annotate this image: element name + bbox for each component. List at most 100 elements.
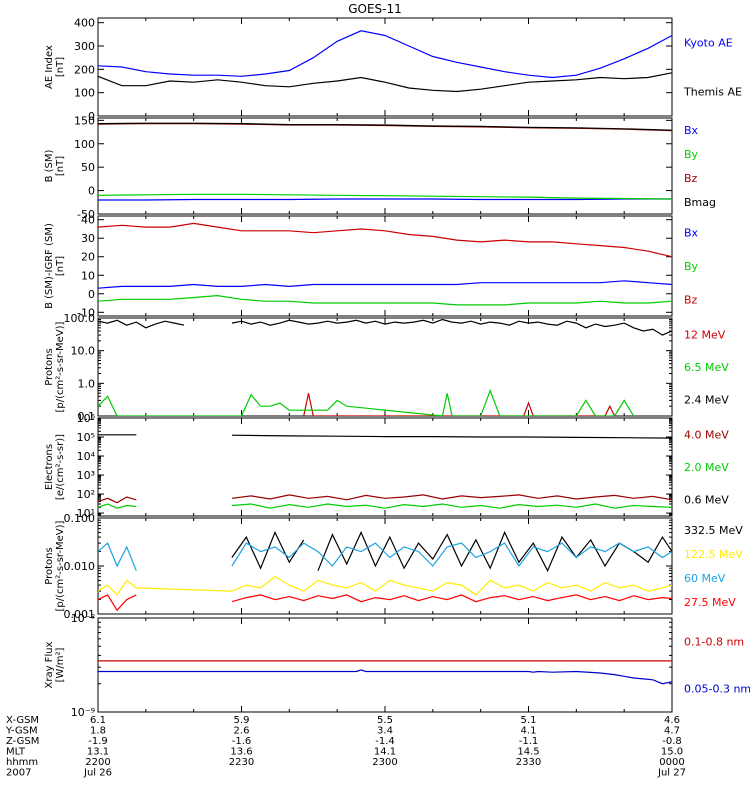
- footer-value: 13.1: [87, 747, 109, 758]
- series-line-27-5-mev: [98, 594, 672, 612]
- panel-frame: [97, 17, 673, 117]
- y-tick-label: 0: [88, 110, 95, 123]
- y-axis-label: [nT]: [55, 156, 66, 176]
- footer-coordinates: X-GSM 6.1 5.9 5.5 5.1 4.6 Y-GSM 1.8 2.6 3.4 4.1 4.7…: [5, 715, 686, 779]
- legend-label: Bx: [684, 227, 699, 240]
- series-line-332-5-mev: [231, 530, 672, 573]
- y-tick-label: 10: [81, 269, 95, 282]
- y-axis-label: AE Index: [44, 45, 55, 89]
- footer-value: 2200: [85, 757, 110, 768]
- y-axis-label: Protons: [44, 547, 55, 584]
- y-axis-label: Protons: [44, 348, 55, 385]
- y-axis-label: Electrons: [44, 444, 55, 490]
- legend-label: 60 MeV: [684, 572, 726, 585]
- y-tick-label: 100: [74, 138, 95, 151]
- y-tick-label: 10⁶: [77, 412, 96, 425]
- panel-protons1: 0.1 1.0 10.0 100.0 Protons [p/(cm²-s-sr-MeV)]…: [44, 312, 729, 423]
- series-line-bx: [98, 198, 672, 201]
- y-tick-label: 10⁻⁹: [71, 706, 95, 719]
- footer-value: Jul 26: [83, 768, 112, 779]
- panel-protons2: 0.001 0.010 0.100 Protons [p/(cm²-s-sr-MeV)]…: [44, 512, 743, 621]
- series-line-4-0-mev: [98, 494, 672, 504]
- legend-label: 2.0 MeV: [684, 461, 729, 474]
- footer-value: 4.7: [664, 726, 680, 737]
- legend-label: 0.1-0.8 nm: [684, 636, 744, 649]
- series-line-0-05-0-3-nm: [98, 669, 672, 685]
- panel-xray: 10⁻⁹ 10⁻⁸ Xray Flux [W/m²] 0.1-0.8 nm 0.05-0.…: [44, 612, 750, 719]
- footer-row-label: MLT: [6, 747, 26, 758]
- footer-value: 4.6: [664, 715, 680, 726]
- legend-label: Bz: [684, 172, 698, 185]
- footer-value: 2330: [516, 757, 541, 768]
- legend-label: 0.05-0.3 nm: [684, 683, 750, 696]
- legend-label: Bx: [684, 124, 699, 137]
- legend-label: Kyoto AE: [684, 37, 733, 50]
- y-tick-label: 0.010: [64, 560, 96, 573]
- y-tick-label: 50: [81, 161, 95, 174]
- footer-value: -0.8: [662, 736, 682, 747]
- series-line-12-mev: [303, 393, 616, 416]
- legend-label: 0.6 MeV: [684, 494, 729, 507]
- footer-value: 5.9: [234, 715, 250, 726]
- legend-label: Bmag: [684, 196, 716, 209]
- y-tick-label: 150: [74, 114, 95, 127]
- footer-value: 5.5: [377, 715, 393, 726]
- legend-label: Bz: [684, 293, 698, 306]
- y-tick-label: 0.100: [64, 512, 96, 525]
- footer-value: Jul 27: [657, 768, 686, 779]
- legend-label: 27.5 MeV: [684, 596, 736, 609]
- legend-label: Themis AE: [683, 86, 742, 99]
- footer-row-label: 2007: [6, 768, 31, 779]
- y-axis-label: [nT]: [55, 256, 66, 276]
- footer-value: -1.9: [88, 736, 108, 747]
- series-line-bx: [98, 280, 672, 289]
- panel-frame: [97, 417, 673, 517]
- legend-label: 2.4 MeV: [684, 394, 729, 407]
- y-tick-label: 10⁵: [77, 431, 95, 444]
- y-tick-label: 10¹: [77, 507, 95, 520]
- y-axis-label: [W/m²]: [55, 647, 66, 682]
- y-axis-label: [e/(cm²-s-sr)]: [55, 434, 66, 500]
- y-axis-label: Xray Flux: [44, 641, 55, 688]
- footer-value: 15.0: [661, 747, 683, 758]
- footer-value: 6.1: [90, 715, 106, 726]
- y-tick-label: 40: [81, 214, 95, 227]
- y-tick-label: 10⁴: [77, 450, 96, 463]
- y-axis-label: [p/(cm²-s-sr-MeV)]: [55, 321, 66, 412]
- series-line-60-mev: [98, 542, 672, 571]
- series-line-bz: [98, 222, 672, 258]
- y-axis-label: B (SM)-IGRF (SM): [44, 223, 55, 309]
- y-tick-label: 300: [74, 40, 95, 53]
- footer-value: 2.6: [234, 726, 250, 737]
- legend-label: By: [684, 260, 699, 273]
- footer-value: 2300: [372, 757, 397, 768]
- footer-value: 4.1: [521, 726, 537, 737]
- legend-label: 12 MeV: [684, 328, 726, 341]
- y-tick-label: -10: [77, 306, 95, 319]
- footer-row-label: Z-GSM: [6, 736, 39, 747]
- y-tick-label: 1.0: [78, 377, 96, 390]
- y-tick-label: 100.0: [64, 312, 96, 325]
- series-line-bmag: [98, 122, 672, 131]
- y-tick-label: 0.1: [78, 410, 96, 423]
- footer-value: 5.1: [521, 715, 537, 726]
- legend-label: 332.5 MeV: [684, 524, 743, 537]
- panel-ae: 0 100 200 300 400 AE Index [nT] Kyoto AE Themis …: [44, 17, 742, 123]
- series-line-122-5-mev: [98, 575, 672, 596]
- y-tick-label: 0: [88, 288, 95, 301]
- series-line-6-5-mev: [98, 388, 635, 416]
- footer-value: -1.4: [375, 736, 395, 747]
- y-tick-label: 100: [74, 87, 95, 100]
- panel-bigrf: -10 0 10 20 30 40 B (SM)-IGRF (SM) [nT] Bx By Bz: [44, 214, 699, 320]
- plot-title: GOES-11: [348, 2, 402, 16]
- y-axis-label: [nT]: [55, 57, 66, 77]
- y-tick-label: 20: [81, 251, 95, 264]
- footer-value: 14.5: [517, 747, 539, 758]
- legend-label: By: [684, 148, 699, 161]
- y-tick-label: 400: [74, 17, 95, 30]
- legend-label: 4.0 MeV: [684, 428, 729, 441]
- footer-row-label: Y-GSM: [5, 726, 38, 737]
- y-tick-label: 30: [81, 232, 95, 245]
